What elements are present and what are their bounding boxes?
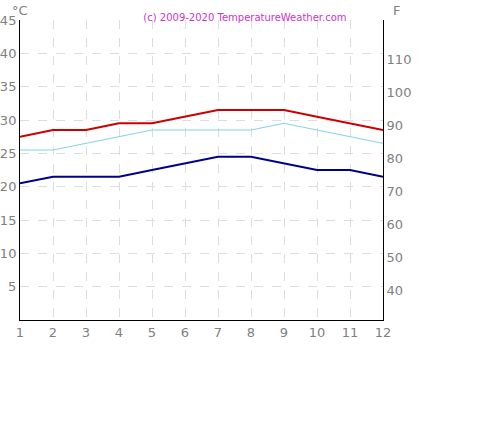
svg-text:110: 110 [387, 52, 412, 67]
svg-text:15: 15 [0, 213, 16, 228]
svg-text:5: 5 [148, 325, 156, 340]
svg-text:45: 45 [0, 13, 16, 28]
svg-text:70: 70 [387, 184, 404, 199]
svg-text:2: 2 [49, 325, 57, 340]
svg-text:1: 1 [16, 325, 24, 340]
svg-text:5: 5 [8, 279, 16, 294]
svg-text:7: 7 [214, 325, 222, 340]
svg-text:25: 25 [0, 146, 16, 161]
svg-text:(c) 2009-2020 TemperatureWeath: (c) 2009-2020 TemperatureWeather.com [143, 12, 346, 23]
svg-text:10: 10 [0, 246, 16, 261]
svg-text:12: 12 [375, 325, 392, 340]
svg-text:40: 40 [387, 283, 404, 298]
svg-text:40: 40 [0, 46, 16, 61]
svg-text:100: 100 [387, 85, 412, 100]
svg-text:50: 50 [387, 250, 404, 265]
svg-text:60: 60 [387, 217, 404, 232]
svg-text:11: 11 [342, 325, 359, 340]
svg-text:6: 6 [181, 325, 189, 340]
svg-text:F: F [393, 3, 400, 18]
svg-text:9: 9 [280, 325, 288, 340]
svg-text:°C: °C [12, 3, 28, 18]
svg-text:90: 90 [387, 118, 404, 133]
svg-text:80: 80 [387, 151, 404, 166]
svg-text:3: 3 [82, 325, 90, 340]
svg-text:20: 20 [0, 179, 16, 194]
svg-text:8: 8 [247, 325, 255, 340]
svg-text:35: 35 [0, 79, 16, 94]
svg-text:4: 4 [115, 325, 123, 340]
svg-text:10: 10 [309, 325, 326, 340]
svg-text:30: 30 [0, 113, 16, 128]
